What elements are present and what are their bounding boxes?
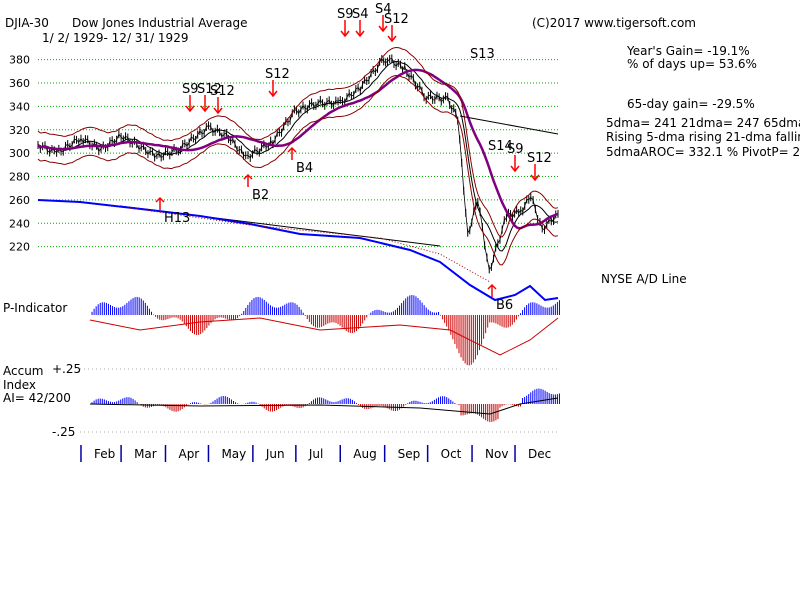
y-tick-label: 320 [9,124,30,137]
ad-line [37,199,559,302]
accum-plus-label: +.25 [52,362,82,376]
sell-arrow-head [213,107,223,115]
signal-label: S4 [375,2,392,17]
sell-arrow-head [200,105,210,113]
y-tick-label: 360 [9,77,30,90]
signal-label: S12 [210,84,235,99]
sell-arrow-head [378,25,388,33]
trend-line [459,115,559,135]
signal-label: S4 [352,7,369,22]
chart-title: Dow Jones Industrial Average [72,16,248,30]
signal-label: S12 [265,67,290,82]
signal-label: S14 [488,139,513,154]
buy-arrow-head [287,146,297,153]
lower-band [37,75,559,266]
pct-days-up: % of days up= 53.6% [627,57,757,71]
signal-label: S12 [384,12,409,27]
aroc-pivot: 5dmaAROC= 332.1 % PivotP= 23 [606,145,800,159]
sell-arrow-head [268,90,278,98]
sell-arrow-head [510,165,520,173]
years-gain: Year's Gain= -19.1% [627,44,750,58]
buy-arrow-head [155,196,165,203]
accum-ma [89,397,559,415]
x-tick-label: Mar [134,447,157,461]
signal-label: B6 [496,298,513,313]
x-tick-label: May [221,447,246,461]
y-tick-label: 340 [9,100,30,113]
signal-label: S12 [197,82,222,97]
x-tick-label: Jul [308,447,323,461]
y-tick-label: 240 [9,217,30,230]
y-tick-label: 380 [9,54,30,67]
sell-arrow-head [185,105,195,113]
upper-band [37,47,559,238]
ai-value: AI= 42/200 [3,391,71,405]
y-tick-label: 220 [9,241,30,254]
signal-label: S13 [470,47,495,62]
ma-21-line [37,61,559,252]
x-tick-label: Oct [441,447,462,461]
buy-arrow-head [243,173,253,180]
p-indicator-label: P-Indicator [3,301,68,315]
signal-label: S9 [507,142,524,157]
date-range: 1/ 2/ 1929- 12/ 31/ 1929 [42,31,189,45]
signal-label: B4 [296,161,313,176]
sell-arrow-head [387,35,397,43]
accum-minus-label: -.25 [52,425,76,439]
x-tick-label: Nov [485,447,508,461]
y-tick-label: 260 [9,194,30,207]
signal-label: S9 [182,82,199,97]
ad-line-label: NYSE A/D Line [601,272,687,286]
price-line [37,57,559,271]
x-tick-label: Dec [528,447,551,461]
dma-values: 5dma= 241 21dma= 247 65dma=27 [606,116,800,130]
signal-label: S12 [527,151,552,166]
symbol-label: DJIA-30 [5,16,49,30]
y-tick-label: 300 [9,147,30,160]
ad-ma-line [129,207,491,283]
sell-arrow-head [355,30,365,38]
buy-arrow-head [487,283,497,290]
rising-falling: Rising 5-dma rising 21-dma falling [606,130,800,144]
accum-label: Accum [3,364,44,378]
p-indicator-ma [89,317,559,356]
x-tick-label: Sep [398,447,421,461]
y-tick-label: 280 [9,171,30,184]
signal-label: S9 [337,7,354,22]
signal-label: B2 [252,188,269,203]
x-tick-label: Feb [94,447,115,461]
copyright: (C)2017 www.tigersoft.com [532,16,696,30]
sell-arrow-head [340,30,350,38]
signal-label: H13 [164,211,190,226]
x-tick-label: Aug [353,447,376,461]
index-label: Index [3,378,37,392]
x-tick-label: Jun [265,447,285,461]
x-tick-label: Apr [178,447,199,461]
sell-arrow-head [530,174,540,182]
ma-65-line [37,68,559,230]
gain-65: 65-day gain= -29.5% [627,97,755,111]
